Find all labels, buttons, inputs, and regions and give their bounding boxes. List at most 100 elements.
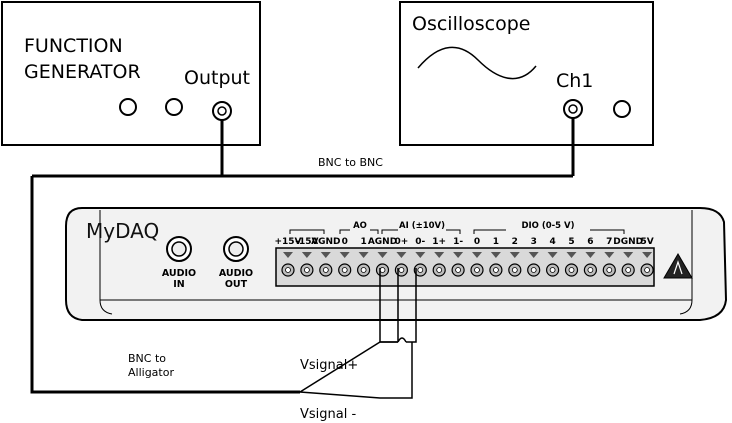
pin-release-tab-8 xyxy=(434,252,445,258)
pin-screw-slot-16 xyxy=(587,267,594,273)
bnc-to-alligator-label-line2: Alligator xyxy=(128,366,174,379)
pin-release-tab-12 xyxy=(509,252,520,258)
generator-knob-2[interactable] xyxy=(165,98,183,116)
oscilloscope-box xyxy=(399,1,654,146)
audio-out-label-line1: AUDIO xyxy=(219,268,253,279)
ao-group-label: AO xyxy=(353,221,367,231)
terminal-block xyxy=(275,247,655,287)
pin-label-14: 4 xyxy=(549,237,555,247)
pin-label-6: 0+ xyxy=(394,237,408,247)
pin-release-tab-3 xyxy=(339,252,350,258)
vsignal-minus-lead xyxy=(299,391,398,399)
pin-label-17: 7 xyxy=(606,237,612,247)
vsignal-minus-junction xyxy=(398,342,413,399)
oscilloscope-title: Oscilloscope xyxy=(412,13,530,35)
pin-screw-slot-17 xyxy=(606,267,613,273)
ai-bracket xyxy=(381,229,461,234)
scope-knob[interactable] xyxy=(613,100,631,118)
power-bracket xyxy=(289,229,325,234)
pin-screw-slot-3 xyxy=(341,267,348,273)
pin-label-12: 2 xyxy=(512,237,518,247)
pin-release-tab-0 xyxy=(283,252,293,258)
bnc-to-alligator-cable xyxy=(30,176,300,394)
pin-release-tab-7 xyxy=(415,252,426,258)
pin-label-19: 5V xyxy=(640,237,653,247)
pin-release-tab-11 xyxy=(490,252,501,258)
pin-label-2: AGND xyxy=(311,237,340,247)
pin-label-9: 1- xyxy=(453,237,463,247)
pin-release-tab-4 xyxy=(358,252,369,258)
pin-release-tab-16 xyxy=(585,252,596,258)
pin-screw-slot-0 xyxy=(285,267,291,273)
pin-release-tab-14 xyxy=(547,252,558,258)
pin-label-15: 5 xyxy=(568,237,574,247)
pin-screw-slot-8 xyxy=(436,267,443,273)
pin-label-5: AGND xyxy=(368,237,397,247)
channel1-label: Ch1 xyxy=(556,70,593,92)
pin-label-16: 6 xyxy=(587,237,593,247)
pin-release-tab-2 xyxy=(320,252,331,258)
generator-knob-1[interactable] xyxy=(119,98,137,116)
pin-screw-slot-11 xyxy=(492,267,499,273)
pin-screw-slot-19 xyxy=(644,267,650,273)
pin-label-11: 1 xyxy=(493,237,499,247)
ch1-bnc-center xyxy=(568,104,578,114)
pin-release-tab-17 xyxy=(604,252,615,258)
pin-label-13: 3 xyxy=(531,237,537,247)
audio-in-label-line1: AUDIO xyxy=(162,268,196,279)
bnc-to-alligator-label-line1: BNC to xyxy=(128,352,166,365)
output-label: Output xyxy=(184,67,250,89)
pin-screw-slot-10 xyxy=(474,267,480,273)
probe-wires xyxy=(379,268,417,399)
pin-release-tab-1 xyxy=(301,252,312,258)
pin-screw-slot-15 xyxy=(568,267,575,273)
vsignal-minus-label: Vsignal - xyxy=(300,407,356,422)
pin-release-tab-5 xyxy=(377,252,388,258)
pin-screw-slot-12 xyxy=(511,267,518,273)
audio-in-label-line2: IN xyxy=(173,279,185,290)
pin-screw-slot-7 xyxy=(417,267,424,273)
pin-label-3: 0 xyxy=(342,237,348,247)
wire-crossover xyxy=(397,337,407,343)
function-generator: FUNCTION GENERATOR Output xyxy=(1,1,261,146)
ai0-minus-probe-wire xyxy=(406,268,417,343)
mydaq-name: MyDAQ xyxy=(86,219,159,243)
esd-warning-icon xyxy=(663,253,693,279)
pin-release-tab-18 xyxy=(623,252,634,258)
pin-label-0: +15V xyxy=(274,237,301,247)
pin-screw-slot-4 xyxy=(360,267,367,273)
dio-bracket xyxy=(473,229,625,234)
pin-screw-slot-9 xyxy=(455,267,462,273)
sine-wave-icon xyxy=(417,46,537,80)
mydaq-device: MyDAQ AUDIO IN AUDIO OUT AO AI (±10V) DI… xyxy=(65,207,728,321)
audio-out-jack-inner xyxy=(228,241,244,257)
pin-release-tab-13 xyxy=(528,252,539,258)
pin-label-1: -15V xyxy=(295,237,318,247)
output-bnc-center xyxy=(217,106,227,116)
pin-release-tab-15 xyxy=(566,252,577,258)
pin-release-tab-6 xyxy=(396,252,407,258)
pin-release-tab-9 xyxy=(453,252,464,258)
pin-screw-slot-18 xyxy=(625,267,632,273)
ai-group-label: AI (±10V) xyxy=(399,221,445,231)
pin-label-18: DGND xyxy=(613,237,643,247)
audio-out-label-line2: OUT xyxy=(225,279,248,290)
audio-in-jack-inner xyxy=(171,241,187,257)
pin-label-7: 0- xyxy=(415,237,425,247)
pin-label-4: 1 xyxy=(360,237,366,247)
pin-screw-slot-13 xyxy=(530,267,537,273)
pin-screw-slot-2 xyxy=(322,267,329,273)
oscilloscope: Oscilloscope Ch1 xyxy=(399,1,654,146)
function-generator-title-line2: GENERATOR xyxy=(24,61,141,83)
dio-group-label: DIO (0-5 V) xyxy=(521,221,574,231)
function-generator-title-line1: FUNCTION xyxy=(24,35,123,57)
agnd-probe-wire xyxy=(379,268,398,343)
pin-screw-slot-1 xyxy=(303,267,310,273)
pin-label-10: 0 xyxy=(474,237,480,247)
esd-hand-symbol xyxy=(673,260,683,275)
bnc-to-bnc-label: BNC to BNC xyxy=(318,156,383,169)
function-generator-box xyxy=(1,1,261,146)
pin-screw-slot-14 xyxy=(549,267,556,273)
